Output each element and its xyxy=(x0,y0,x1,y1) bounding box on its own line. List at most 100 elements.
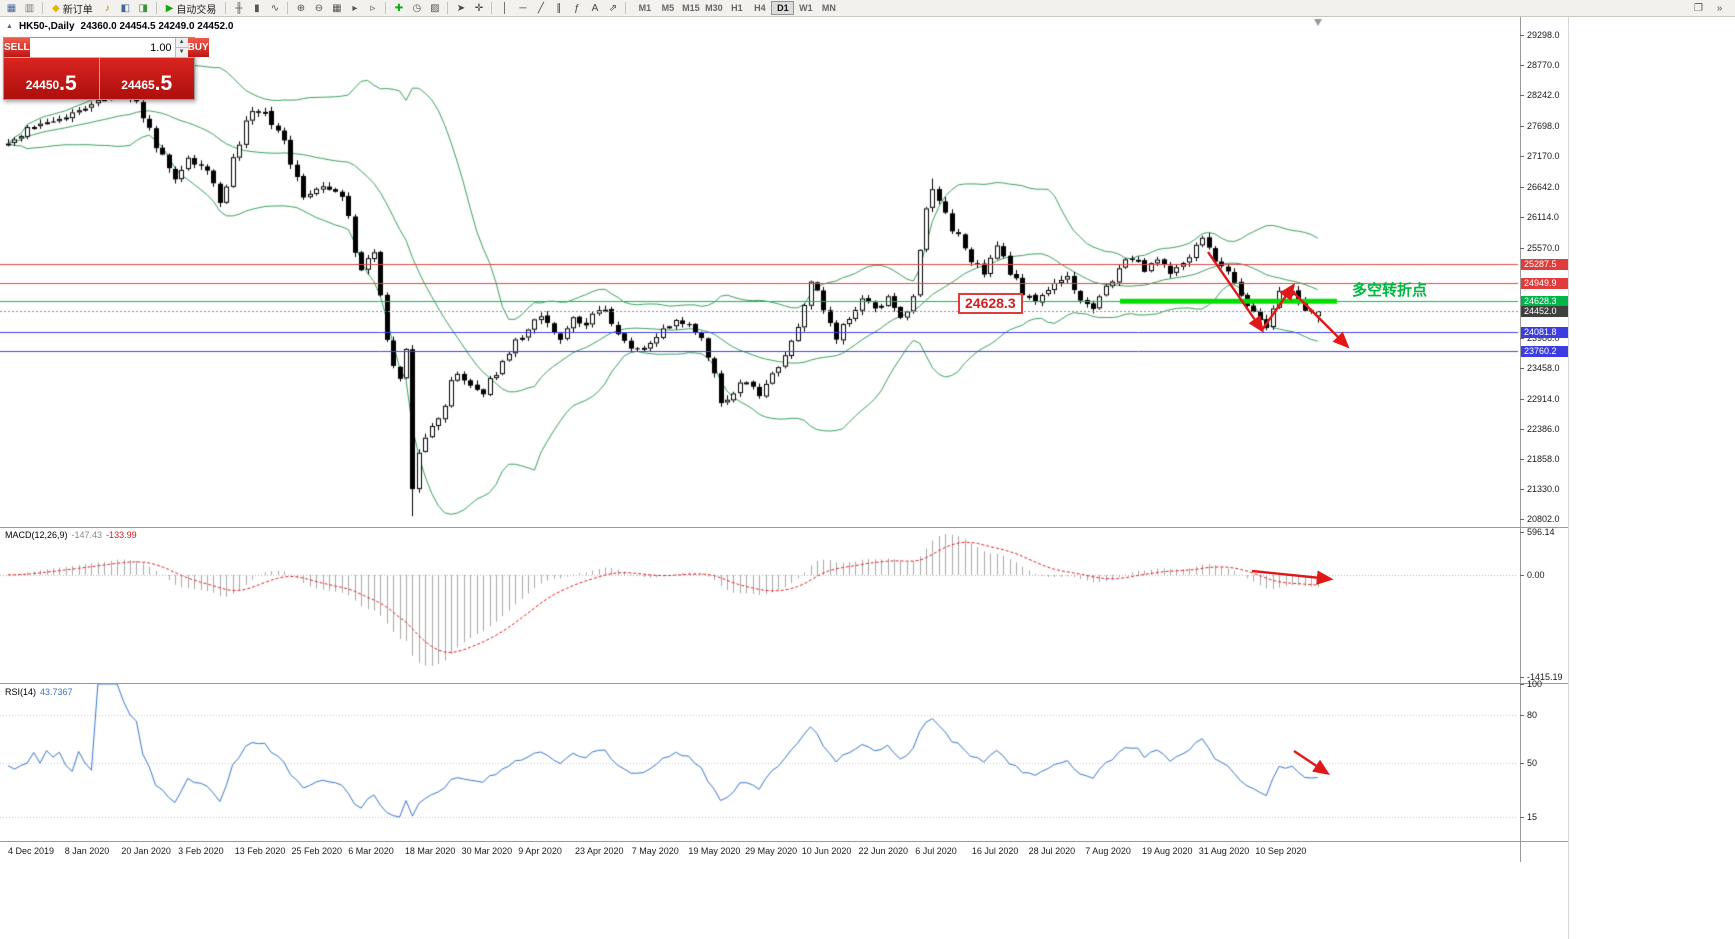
macd-panel-canvas[interactable] xyxy=(0,528,1520,683)
timeframe-d1-button[interactable]: D1 xyxy=(771,1,795,15)
fibonacci-icon[interactable]: ƒ xyxy=(574,2,580,14)
date-axis-label: 8 Jan 2020 xyxy=(64,846,110,856)
timeframe-m5-button[interactable]: M5 xyxy=(661,3,675,13)
history-center-icon[interactable]: ◧ xyxy=(120,2,130,14)
chart-symbol-period: HK50-,Daily xyxy=(18,21,75,32)
timeframe-m15-button[interactable]: M15 xyxy=(682,3,700,13)
date-axis-label: 22 Jun 2020 xyxy=(858,846,909,856)
timeframe-h1-button[interactable]: H1 xyxy=(731,3,743,13)
new-order-button-label: 新订单 xyxy=(62,4,93,16)
timeframe-h4-button[interactable]: H4 xyxy=(754,3,766,13)
price-axis-tick xyxy=(1520,95,1524,97)
macd-signal-value: -133.99 xyxy=(106,530,137,540)
rsi-axis-label: 15 xyxy=(1527,812,1538,823)
sell-button[interactable]: SELL xyxy=(4,38,30,57)
new-chart-icon[interactable]: ▦ xyxy=(6,2,17,14)
price-axis-label: 28242.0 xyxy=(1527,90,1560,101)
timeframe-group: M1 M5 M15 M30 H1 H4 D1 W1 MN xyxy=(633,1,840,15)
macd-axis-label: -1415.19 xyxy=(1527,671,1563,682)
autotrading-button[interactable]: ▶ 自动交易 xyxy=(161,1,222,16)
macd-axis-label: 596.14 xyxy=(1527,526,1555,537)
text-label-icon[interactable]: A xyxy=(591,2,599,14)
trendline-icon[interactable]: ╱ xyxy=(537,2,544,14)
price-axis-tick xyxy=(1520,35,1524,37)
add-indicator-icon[interactable]: ✚ xyxy=(394,2,404,14)
candlestick-chart-icon[interactable]: ▮ xyxy=(254,2,260,14)
panel-separator[interactable] xyxy=(0,683,1568,684)
rsi-axis-tick xyxy=(1520,715,1524,717)
template-icon[interactable]: ▨ xyxy=(430,2,440,14)
autotrading-button-label: 自动交易 xyxy=(176,4,217,16)
turning-point-annotation[interactable]: 多空转折点 xyxy=(1352,282,1428,299)
rsi-panel-canvas[interactable] xyxy=(0,684,1520,841)
auto-scroll-icon[interactable]: ▸ xyxy=(352,2,358,14)
volume-field: ▲ ▼ xyxy=(29,38,188,57)
timeframe-w1-button[interactable]: W1 xyxy=(799,3,813,13)
toolbar-more-icon[interactable]: » xyxy=(1716,2,1723,14)
price-axis-label: 29298.0 xyxy=(1527,30,1560,41)
price-axis-label: 26642.0 xyxy=(1527,181,1560,192)
chart-ohlc-values: 24360.0 24454.5 24249.0 24452.0 xyxy=(80,21,234,32)
price-axis-tick xyxy=(1520,186,1524,188)
price-axis-tick xyxy=(1520,458,1524,460)
date-axis-label: 28 Jul 2020 xyxy=(1028,846,1076,856)
chart-shift-icon[interactable]: ▹ xyxy=(370,2,376,14)
toolbar-separator xyxy=(491,2,493,14)
price-tag: 23760.2 xyxy=(1521,345,1568,357)
arrows-tool-icon[interactable]: ⇗ xyxy=(608,2,618,14)
timeframe-m1-button[interactable]: M1 xyxy=(638,3,652,13)
order-diamond-icon: ◆ xyxy=(52,2,60,14)
toolbar-separator xyxy=(447,2,449,14)
buy-price-button[interactable]: 24465.5 xyxy=(98,58,194,99)
volume-input[interactable] xyxy=(29,38,175,57)
line-chart-icon[interactable]: ∿ xyxy=(270,2,280,14)
crosshair-icon[interactable]: ✛ xyxy=(474,2,484,14)
rsi-axis-label: 50 xyxy=(1527,757,1538,768)
price-axis-tick xyxy=(1520,428,1524,430)
toolbar-separator xyxy=(385,2,387,14)
dock-windows-icon[interactable]: ❐ xyxy=(1694,2,1703,14)
timeframe-m30-button[interactable]: M30 xyxy=(705,3,723,13)
buy-button[interactable]: BUY xyxy=(187,38,209,57)
volume-up-icon[interactable]: ▲ xyxy=(175,38,188,47)
price-axis-tick xyxy=(1520,398,1524,400)
sound-icon[interactable]: ♪ xyxy=(104,2,110,14)
toolbar-separator xyxy=(155,2,157,14)
price-axis-tick xyxy=(1520,247,1524,249)
cursor-icon[interactable]: ➤ xyxy=(456,2,466,14)
price-axis-label: 20802.0 xyxy=(1527,513,1560,524)
price-tag: 24628.3 xyxy=(1521,296,1568,308)
one-click-trading-panel: SELL ▲ ▼ BUY 24450.5 24465.5 xyxy=(3,37,209,100)
date-axis-label: 18 Mar 2020 xyxy=(404,846,456,856)
volume-down-icon[interactable]: ▼ xyxy=(175,47,188,57)
price-chart-canvas[interactable] xyxy=(0,17,1520,527)
channel-icon[interactable]: ∥ xyxy=(556,2,562,14)
panel-separator[interactable] xyxy=(0,527,1568,528)
zoom-in-icon[interactable]: ⊕ xyxy=(296,2,306,14)
horizontal-line-icon[interactable]: ─ xyxy=(519,2,527,14)
toolbar-separator xyxy=(287,2,289,14)
window-right-border xyxy=(1568,17,1569,939)
date-axis-label: 19 May 2020 xyxy=(688,846,741,856)
new-order-button[interactable]: ◆ 新订单 xyxy=(47,1,98,16)
sell-price-button[interactable]: 24450.5 xyxy=(4,58,99,99)
vertical-line-icon[interactable]: │ xyxy=(501,2,509,14)
chart-profiles-icon[interactable]: ▥ xyxy=(24,2,35,14)
rsi-value: 43.7367 xyxy=(40,687,73,697)
autotrading-play-icon: ▶ xyxy=(165,2,174,14)
tile-windows-icon[interactable]: ▦ xyxy=(332,2,342,14)
global-variables-icon[interactable]: ◨ xyxy=(138,2,148,14)
date-axis-label: 29 May 2020 xyxy=(745,846,798,856)
bar-chart-icon[interactable]: ╫ xyxy=(235,2,243,14)
period-clock-icon[interactable]: ◷ xyxy=(412,2,422,14)
price-axis-tick xyxy=(1520,65,1524,67)
zoom-out-icon[interactable]: ⊖ xyxy=(314,2,324,14)
toolbar-separator xyxy=(625,2,627,14)
date-axis-label: 31 Aug 2020 xyxy=(1198,846,1250,856)
toolbar-separator xyxy=(42,2,43,14)
price-axis-tick xyxy=(1520,156,1524,158)
chart-title: ▲ HK50-,Daily 24360.0 24454.5 24249.0 24… xyxy=(6,21,233,32)
price-label-box[interactable]: 24628.3 xyxy=(958,293,1023,314)
toolbar-right-group: ❐» xyxy=(1690,1,1732,16)
timeframe-mn-button[interactable]: MN xyxy=(821,3,836,13)
